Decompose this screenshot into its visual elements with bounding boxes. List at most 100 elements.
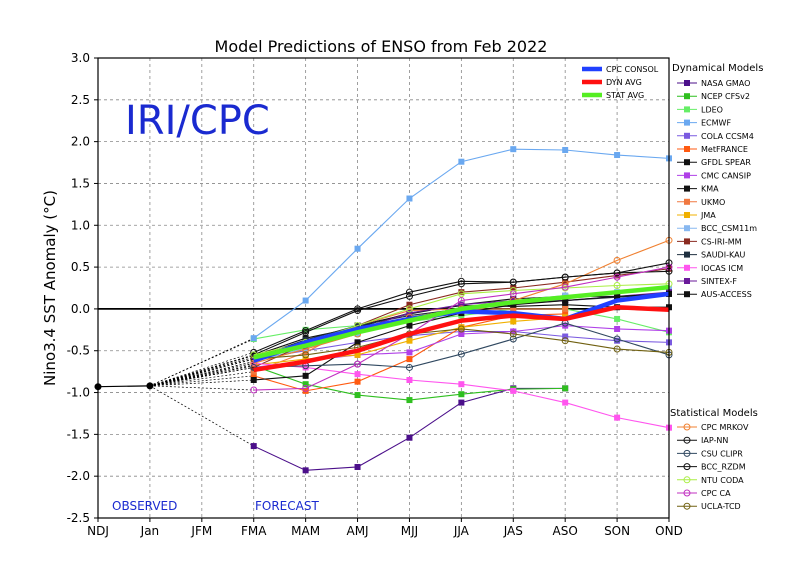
series-point — [405, 292, 413, 300]
plot-area: NDJ Jan JFM FMA MAM AMJ MJJ JJA JAS ASO SON OND 3.0 2… — [67, 51, 683, 538]
series-line — [253, 266, 670, 391]
series-point — [250, 368, 257, 375]
dyn-legend-label: SINTEX-F — [701, 277, 737, 286]
dyn-legend-label: NCEP CFSv2 — [701, 92, 750, 101]
series-point — [613, 269, 621, 277]
dyn-legend-marker — [684, 251, 690, 258]
series-point — [457, 350, 465, 358]
y-tick-label: 3.0 — [71, 51, 90, 65]
average-line — [253, 284, 670, 360]
series-point — [562, 301, 569, 308]
series-point — [405, 305, 413, 313]
dyn-legend-label: AUS-ACCESS — [701, 290, 752, 299]
series-point — [405, 288, 413, 296]
series-point — [457, 290, 465, 298]
dyn-legend-label: CMC CANSIP — [701, 171, 751, 180]
series-point — [302, 381, 309, 388]
dyn-legend-label: CS-IRI-MM — [701, 237, 742, 246]
series-point — [458, 301, 465, 308]
dyn-legend-marker — [684, 185, 690, 192]
dynamical-models-title: Dynamical Models — [672, 63, 763, 74]
dyn-legend-label: GFDL SPEAR — [701, 158, 751, 167]
series-point — [406, 337, 413, 344]
y-tick-label: -0.5 — [67, 344, 90, 358]
dyn-legend-label: ECMWF — [701, 119, 731, 128]
x-tick-label: ASO — [553, 524, 578, 538]
dyn-legend-label: BCC_CSM11m — [701, 224, 757, 233]
series-point — [302, 384, 310, 392]
y-tick-label: -1.5 — [67, 427, 90, 441]
stat-legend-label: CSU CLIPR — [701, 449, 743, 458]
x-tick-label: FMA — [241, 524, 267, 538]
average-legend-label: STAT AVG — [606, 91, 644, 100]
series-point — [302, 467, 309, 474]
observed-connector — [149, 385, 254, 447]
series-point — [406, 377, 413, 383]
x-tick-label: MAM — [291, 524, 320, 538]
series-point — [561, 283, 569, 291]
y-tick-label: -2.5 — [67, 511, 90, 525]
series-point — [354, 463, 361, 470]
series-point — [510, 387, 517, 394]
statistical-models-legend: CPC MRKOV IAP-NN CSU CLIPR BCC_RZDM NTU CODA… — [677, 423, 749, 511]
y-tick-label: 2.0 — [71, 135, 90, 149]
dyn-legend-marker — [684, 212, 690, 218]
dyn-legend-marker — [684, 198, 690, 205]
chart-title: Model Predictions of ENSO from Feb 2022 — [215, 37, 548, 56]
series-point — [613, 281, 621, 289]
y-tick-label: 1.5 — [71, 176, 90, 190]
series-point — [250, 377, 257, 383]
series-point — [613, 345, 621, 353]
series-point — [458, 399, 465, 406]
series-point — [458, 331, 465, 337]
series-line — [253, 328, 670, 360]
series-point — [562, 147, 569, 153]
series-point — [250, 335, 257, 342]
dyn-legend-marker — [684, 291, 690, 298]
series-point — [509, 330, 517, 338]
series-point — [354, 245, 361, 252]
series-point — [562, 385, 569, 392]
dyn-legend-marker — [684, 106, 690, 113]
series-point — [406, 349, 413, 356]
series-point — [457, 277, 465, 285]
series-point — [302, 356, 309, 363]
dyn-legend-marker — [684, 225, 690, 232]
dyn-legend-label: LDEO — [701, 105, 723, 114]
x-tick-label: JAS — [503, 524, 523, 538]
x-tick-label: AMJ — [346, 524, 368, 538]
y-tick-label: 1.0 — [71, 218, 90, 232]
series-point — [406, 356, 413, 363]
dynamical-models-legend: NASA GMAO NCEP CFSv2 LDEO ECMWF COLA CCSM4 Me… — [677, 79, 757, 299]
stat-legend-label: UCLA-TCD — [701, 502, 741, 511]
dyn-legend-label: IOCAS ICM — [701, 264, 743, 273]
y-tick-label: 2.5 — [71, 93, 90, 107]
x-tick-label: OND — [655, 524, 683, 538]
series-point — [250, 372, 257, 379]
dyn-legend-label: NASA GMAO — [701, 79, 750, 88]
series-point — [614, 293, 621, 300]
observed-line — [97, 385, 150, 388]
dyn-legend-marker — [684, 278, 690, 284]
average-line — [252, 291, 670, 363]
dyn-legend-label: COLA CCSM4 — [701, 132, 754, 141]
iri-cpc-watermark: IRI/CPC — [125, 98, 270, 144]
observed-connector — [149, 375, 254, 387]
x-tick-label: Jan — [140, 524, 160, 538]
series-point — [562, 279, 569, 286]
series-point — [458, 158, 465, 165]
observed-connector — [149, 371, 254, 387]
observed-connector — [149, 358, 254, 387]
observed-label: OBSERVED — [112, 499, 177, 513]
dyn-legend-marker — [684, 172, 690, 179]
series-point — [457, 325, 465, 333]
series-point — [302, 297, 309, 304]
dyn-legend-label: MetFRANCE — [701, 145, 748, 154]
y-tick-label: -1.0 — [67, 386, 90, 400]
y-tick-label: 0.5 — [71, 260, 90, 274]
stat-legend-label: BCC_RZDM — [701, 463, 746, 472]
stat-legend-label: CPC MRKOV — [701, 423, 749, 432]
forecast-label: FORECAST — [255, 499, 319, 513]
series-point — [509, 278, 517, 286]
